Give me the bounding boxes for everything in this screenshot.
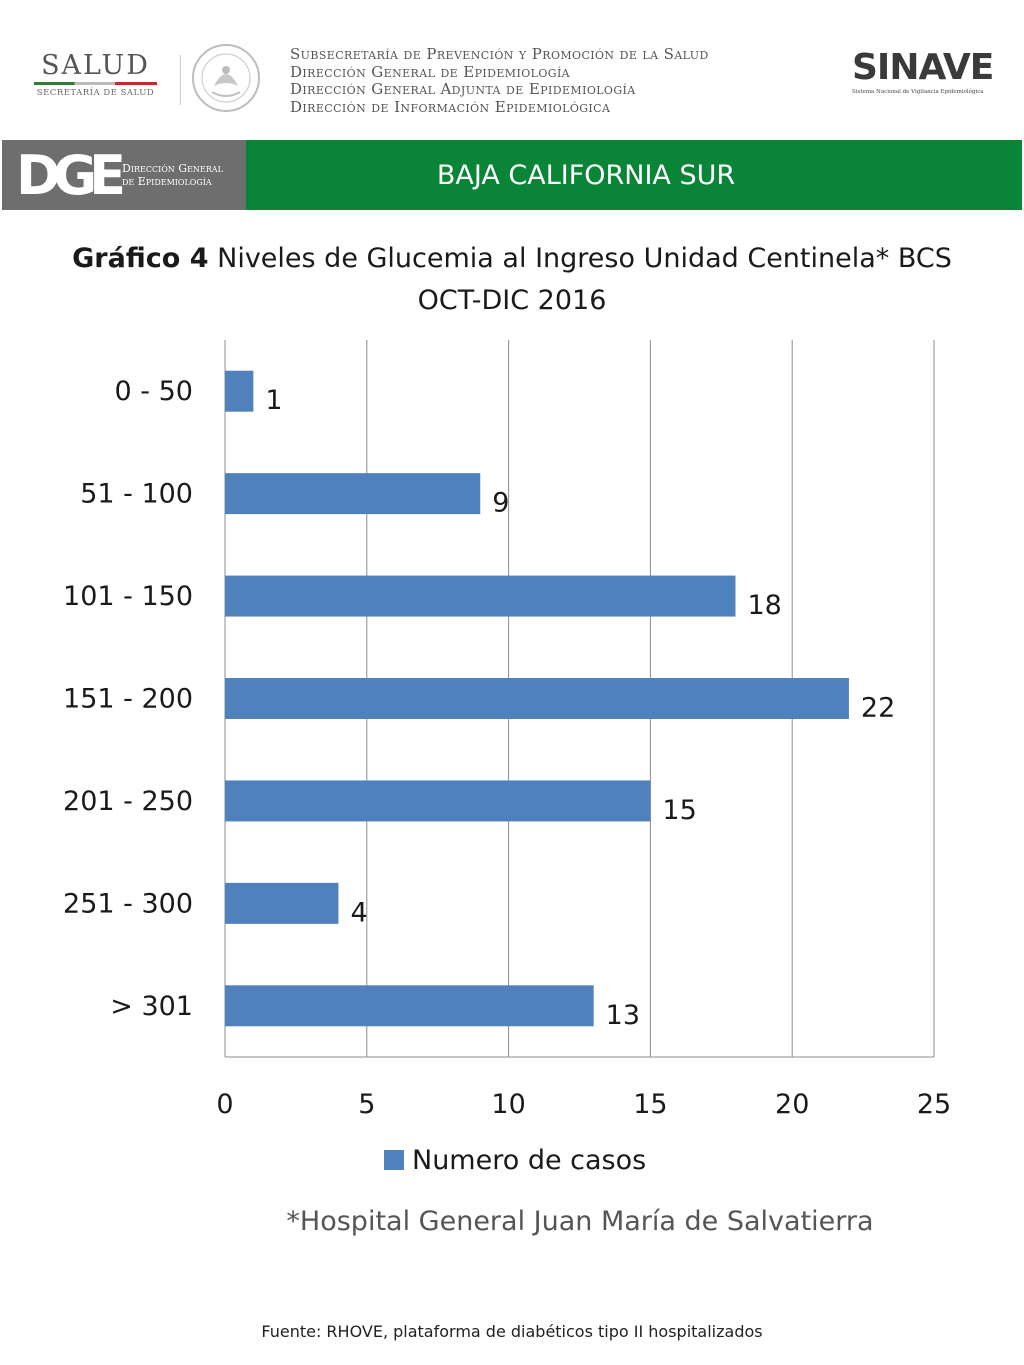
data-label: 13	[606, 1000, 640, 1031]
bar	[225, 780, 651, 822]
category-label: > 301	[110, 991, 193, 1022]
sinave-logo-word: SINAVE	[852, 47, 994, 88]
salud-logo: SALUD SECRETARÍA DE SALUD	[28, 52, 163, 102]
category-label: 101 - 150	[63, 581, 193, 612]
dge-logo-panel: DGE Dirección General de Epidemiología	[2, 140, 246, 210]
category-label: 201 - 250	[63, 786, 193, 817]
chart-title-rest: Niveles de Glucemia al Ingreso Unidad Ce…	[208, 243, 952, 274]
legend-swatch	[384, 1150, 404, 1170]
chart-legend: Numero de casos	[384, 1143, 646, 1177]
chart-title-bold: Gráfico 4	[72, 243, 209, 274]
data-label: 9	[492, 488, 509, 519]
bar	[225, 882, 339, 924]
x-tick-label: 20	[775, 1089, 809, 1120]
institution-line: Dirección de Información Epidemiológica	[290, 97, 611, 116]
bar	[225, 985, 594, 1027]
chart-footnote: *Hospital General Juan María de Salvatie…	[286, 1206, 874, 1237]
chart-title-line2: OCT-DIC 2016	[417, 285, 607, 316]
salud-logo-rule	[34, 82, 157, 85]
x-tick-label: 5	[358, 1089, 375, 1120]
category-label: 0 - 50	[115, 376, 193, 407]
page-header: SALUD SECRETARÍA DE SALUD Subsecretaría …	[0, 0, 1024, 140]
x-tick-label: 15	[633, 1089, 667, 1120]
institution-lines: Subsecretaría de Prevención y Promoción …	[290, 45, 709, 116]
category-label: 51 - 100	[80, 479, 193, 510]
category-label: 251 - 300	[63, 888, 193, 919]
coat-of-arms-seal-icon	[192, 44, 260, 112]
salud-logo-word: SALUD	[41, 50, 150, 81]
salud-logo-subtitle: SECRETARÍA DE SALUD	[36, 88, 155, 98]
x-tick-label: 25	[917, 1089, 951, 1120]
category-label: 151 - 200	[63, 684, 193, 715]
sinave-logo: SINAVE Sistema Nacional de Vigilancia Ep…	[852, 47, 994, 100]
bar	[225, 473, 481, 515]
data-label: 15	[662, 795, 696, 826]
data-source: Fuente: RHOVE, plataforma de diabéticos …	[261, 1322, 763, 1341]
bar	[225, 678, 849, 719]
institution-line: Dirección General de Epidemiología	[290, 62, 571, 81]
state-panel: BAJA CALIFORNIA SUR	[246, 140, 1022, 210]
dge-logo-text: Dirección General de Epidemiología	[122, 162, 223, 188]
data-label: 18	[747, 590, 781, 621]
data-label: 22	[861, 693, 895, 724]
dge-logo-letters: DGE	[16, 144, 126, 207]
state-name: BAJA CALIFORNIA SUR	[436, 160, 736, 191]
data-label: 4	[350, 897, 367, 928]
data-label: 1	[265, 385, 282, 416]
institution-line: Dirección General Adjunta de Epidemiolog…	[290, 80, 636, 98]
logo-divider	[180, 55, 181, 105]
dge-text-line: Dirección General	[122, 162, 223, 175]
dge-text-line: de Epidemiología	[122, 175, 212, 188]
x-tick-label: 0	[216, 1089, 233, 1120]
x-tick-label: 10	[491, 1089, 525, 1120]
section-banner: DGE Dirección General de Epidemiología B…	[0, 140, 1024, 210]
chart-title: Gráfico 4 Niveles de Glucemia al Ingreso…	[30, 238, 994, 322]
institution-line: Subsecretaría de Prevención y Promoción …	[290, 45, 709, 63]
bar	[225, 575, 736, 617]
bar	[225, 370, 254, 412]
chart-title-line1: Gráfico 4 Niveles de Glucemia al Ingreso…	[30, 238, 994, 280]
legend-label: Numero de casos	[412, 1144, 647, 1176]
sinave-logo-subtitle: Sistema Nacional de Vigilancia Epidemiol…	[852, 89, 984, 95]
